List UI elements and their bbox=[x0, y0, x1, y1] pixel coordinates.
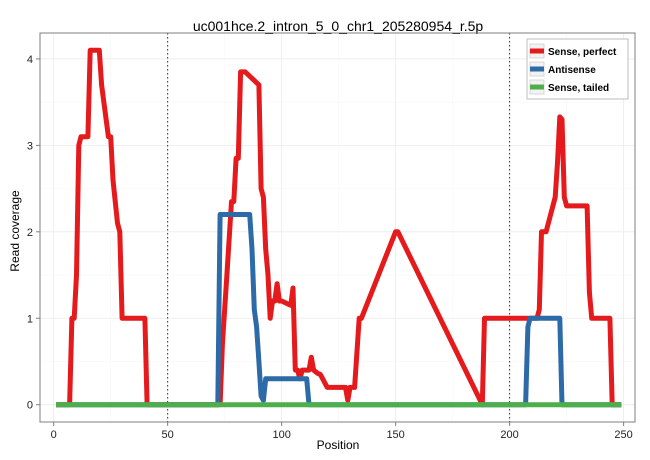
x-tick-label: 150 bbox=[386, 429, 404, 441]
y-tick-label: 3 bbox=[27, 140, 33, 152]
y-tick-label: 0 bbox=[27, 400, 33, 412]
legend-label: Antisense bbox=[548, 65, 596, 76]
y-tick-label: 1 bbox=[27, 313, 33, 325]
y-tick-label: 4 bbox=[27, 54, 33, 66]
legend-label: Sense, tailed bbox=[548, 83, 609, 94]
y-tick-label: 2 bbox=[27, 227, 33, 239]
x-tick-label: 100 bbox=[272, 429, 290, 441]
x-tick-label: 250 bbox=[614, 429, 632, 441]
legend-label: Sense, perfect bbox=[548, 47, 617, 58]
plot-area: 0 50 100 150 200 250 0 1 2 3 4 Sense, perfect Antise… bbox=[27, 32, 636, 441]
x-tick-label: 50 bbox=[162, 429, 174, 441]
x-tick-label: 0 bbox=[51, 429, 57, 441]
y-axis-title: Read coverage bbox=[8, 190, 22, 272]
series-line-antisense bbox=[56, 212, 622, 408]
x-tick-label: 200 bbox=[500, 429, 518, 441]
series-line-sense-perfect bbox=[56, 47, 622, 408]
panel-border bbox=[39, 32, 636, 423]
x-axis-title: Position bbox=[317, 438, 360, 452]
chart-title: uc001hce.2_intron_5_0_chr1_205280954_r.5… bbox=[193, 18, 484, 34]
